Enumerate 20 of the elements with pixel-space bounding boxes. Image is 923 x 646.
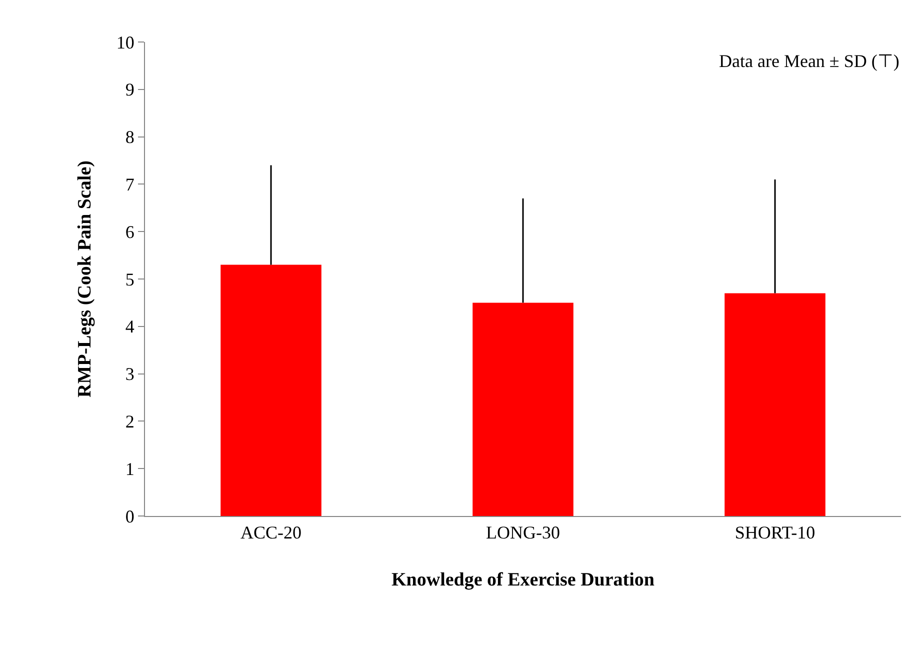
y-tick-label: 1 [125, 458, 134, 479]
y-tick-label: 9 [125, 80, 134, 100]
y-tick-label: 5 [125, 269, 134, 290]
x-tick-label: LONG-30 [486, 522, 560, 543]
bar [724, 293, 826, 516]
y-tick-label: 3 [125, 364, 134, 384]
y-tick-label: 4 [125, 316, 134, 337]
y-tick-label: 8 [125, 127, 134, 148]
y-tick-label: 2 [125, 412, 134, 432]
y-axis-title: RMP-Legs (Cook Pain Scale) [74, 160, 96, 398]
bar [220, 264, 322, 516]
y-tick-label: 0 [125, 506, 134, 526]
bar [472, 302, 574, 516]
annotation: Data are Mean ± SD (⊤) [719, 51, 900, 71]
x-axis-title: Knowledge of Exercise Duration [392, 569, 655, 590]
y-tick-label: 10 [116, 32, 134, 52]
x-tick-label: SHORT-10 [734, 522, 816, 543]
x-tick-label: ACC-20 [240, 522, 302, 543]
y-tick-label: 6 [125, 222, 134, 242]
y-tick-label: 7 [125, 174, 134, 194]
